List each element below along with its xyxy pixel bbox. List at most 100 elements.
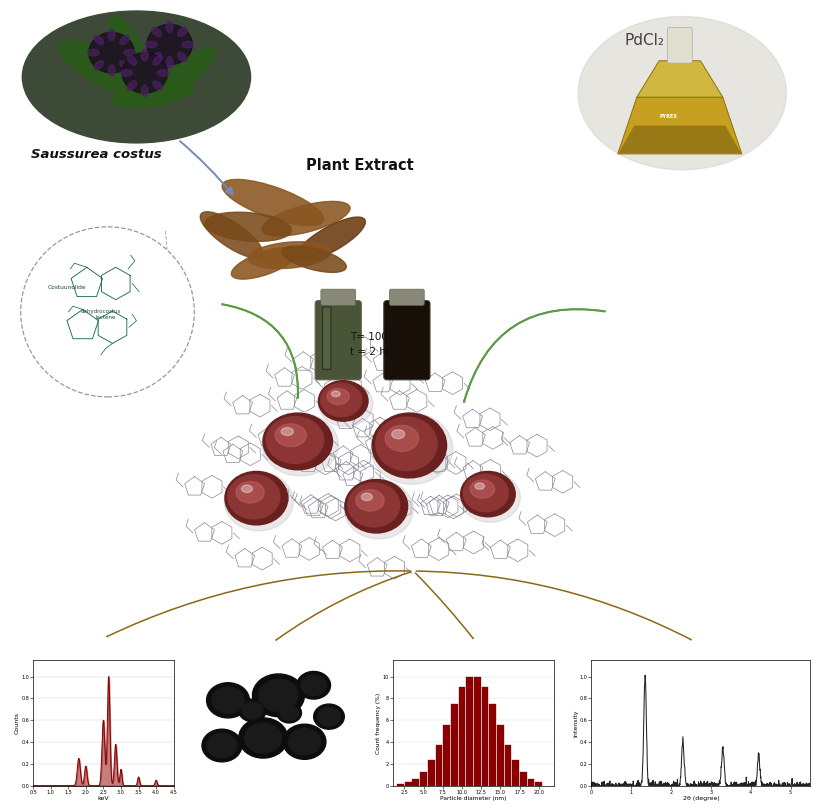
X-axis label: Particle diameter (nm): Particle diameter (nm) xyxy=(440,796,507,801)
Ellipse shape xyxy=(147,24,193,65)
Ellipse shape xyxy=(205,212,291,241)
Ellipse shape xyxy=(222,179,323,226)
Ellipse shape xyxy=(182,41,194,48)
Ellipse shape xyxy=(228,475,280,519)
Ellipse shape xyxy=(153,56,162,65)
Ellipse shape xyxy=(372,413,447,478)
Circle shape xyxy=(301,675,327,696)
Ellipse shape xyxy=(127,56,136,65)
Ellipse shape xyxy=(94,61,103,70)
Ellipse shape xyxy=(108,29,115,40)
Text: Costuunolide: Costuunolide xyxy=(48,285,87,290)
Bar xyxy=(443,725,450,786)
Ellipse shape xyxy=(392,429,404,439)
FancyBboxPatch shape xyxy=(384,301,430,380)
Circle shape xyxy=(259,680,298,711)
Ellipse shape xyxy=(166,57,173,68)
Ellipse shape xyxy=(157,70,169,76)
Ellipse shape xyxy=(241,485,252,492)
Ellipse shape xyxy=(375,417,437,471)
Ellipse shape xyxy=(275,424,306,446)
Text: lactene: lactene xyxy=(95,315,116,320)
Ellipse shape xyxy=(108,65,115,76)
Bar xyxy=(436,744,442,786)
Ellipse shape xyxy=(156,48,216,98)
Bar xyxy=(504,744,511,786)
Ellipse shape xyxy=(152,53,161,62)
Bar xyxy=(397,784,404,786)
Bar xyxy=(490,704,496,786)
Ellipse shape xyxy=(224,472,294,531)
Ellipse shape xyxy=(370,413,453,484)
Ellipse shape xyxy=(361,493,372,501)
Bar xyxy=(404,782,412,786)
Ellipse shape xyxy=(109,16,147,73)
Ellipse shape xyxy=(282,246,347,272)
Ellipse shape xyxy=(153,81,162,90)
FancyArrowPatch shape xyxy=(222,304,299,399)
Polygon shape xyxy=(619,126,741,153)
Ellipse shape xyxy=(385,425,418,451)
FancyBboxPatch shape xyxy=(321,289,356,305)
Ellipse shape xyxy=(127,81,136,90)
Ellipse shape xyxy=(327,389,349,405)
Circle shape xyxy=(207,733,237,758)
Ellipse shape xyxy=(296,217,366,261)
Ellipse shape xyxy=(141,85,148,96)
Ellipse shape xyxy=(475,483,485,489)
Ellipse shape xyxy=(89,32,134,73)
Ellipse shape xyxy=(344,480,414,539)
Circle shape xyxy=(239,699,266,722)
Ellipse shape xyxy=(178,28,187,36)
Ellipse shape xyxy=(318,382,373,426)
Ellipse shape xyxy=(120,61,129,70)
Circle shape xyxy=(242,702,263,718)
X-axis label: keV: keV xyxy=(98,796,109,801)
Ellipse shape xyxy=(124,49,136,56)
Y-axis label: Counts: Counts xyxy=(15,712,20,734)
Bar xyxy=(520,772,527,786)
Ellipse shape xyxy=(152,28,161,36)
Bar xyxy=(458,687,466,786)
Ellipse shape xyxy=(560,1,805,185)
Ellipse shape xyxy=(461,472,520,522)
Ellipse shape xyxy=(356,490,384,511)
Text: t = 2 hrs: t = 2 hrs xyxy=(350,347,395,356)
Circle shape xyxy=(212,687,244,714)
X-axis label: 2θ (degree): 2θ (degree) xyxy=(682,796,719,801)
Polygon shape xyxy=(618,97,742,154)
FancyBboxPatch shape xyxy=(390,289,424,305)
Ellipse shape xyxy=(463,474,509,512)
Bar xyxy=(420,772,427,786)
Circle shape xyxy=(313,704,344,729)
Ellipse shape xyxy=(262,202,350,236)
FancyBboxPatch shape xyxy=(315,301,361,380)
Ellipse shape xyxy=(266,416,323,463)
Ellipse shape xyxy=(178,53,187,62)
Ellipse shape xyxy=(166,21,173,32)
Bar xyxy=(535,782,543,786)
Circle shape xyxy=(280,706,299,720)
Ellipse shape xyxy=(112,79,194,108)
Ellipse shape xyxy=(121,70,132,76)
Ellipse shape xyxy=(88,49,99,56)
Circle shape xyxy=(318,707,341,726)
Text: dehydrocostus: dehydrocostus xyxy=(81,309,122,313)
Y-axis label: Intensity: Intensity xyxy=(573,710,578,736)
Ellipse shape xyxy=(232,247,298,279)
Ellipse shape xyxy=(122,53,167,93)
Ellipse shape xyxy=(146,41,157,48)
Text: Plant Extract: Plant Extract xyxy=(306,158,414,173)
Ellipse shape xyxy=(60,40,147,97)
Text: PdCl₂: PdCl₂ xyxy=(624,32,664,48)
Circle shape xyxy=(297,671,331,699)
Ellipse shape xyxy=(321,383,361,416)
Ellipse shape xyxy=(94,36,103,45)
Ellipse shape xyxy=(5,6,268,164)
FancyBboxPatch shape xyxy=(323,307,331,369)
Ellipse shape xyxy=(262,413,338,476)
Bar xyxy=(451,704,457,786)
Ellipse shape xyxy=(471,480,495,498)
Ellipse shape xyxy=(348,483,399,527)
FancyBboxPatch shape xyxy=(667,28,692,63)
